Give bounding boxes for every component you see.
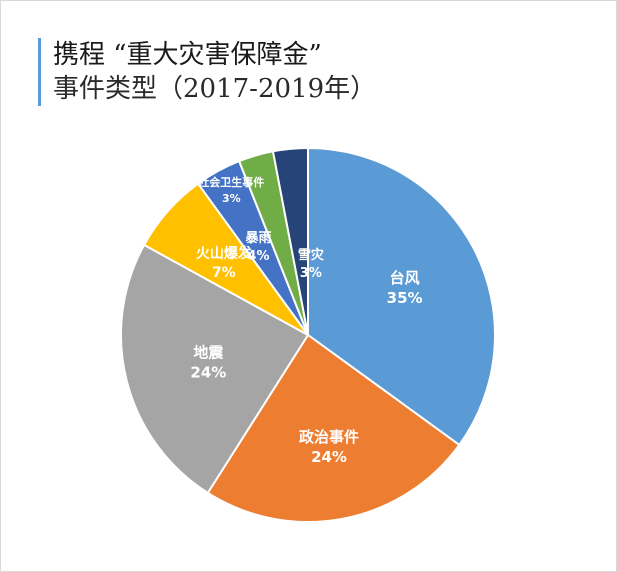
slice-name-label: 台风 [390,269,420,287]
pie-slice [206,333,461,523]
slice-name-label: 社会卫生事件 [197,175,264,189]
chart-title-line2: 事件类型（2017-2019年） [53,74,377,104]
pie-slice [271,146,309,336]
pie-labels: 台风 35% 政治事件 24% 地震 24% 火山爆发 7% 暴雨 4% 社会卫生事件 3% 雪灾 3% [190,175,422,466]
slice-value-label: 4% [247,249,269,264]
slice-value-label: 24% [190,364,226,382]
chart-title-line1: 携程 “重大灾害保障金” [53,40,322,70]
slice-value-label: 24% [311,448,347,466]
slice-value-label: 3% [300,266,322,281]
slice-value-label: 35% [387,289,423,307]
slice-name-label: 政治事件 [299,428,359,446]
slice-name-label: 地震 [193,344,224,362]
slice-value-label: 3% [222,192,241,205]
pie-slices [120,146,496,523]
pie-slice [120,243,310,495]
slice-name-label: 暴雨 [244,231,271,246]
slice-name-label: 雪灾 [298,247,325,263]
slice-name-label: 火山爆发 [196,245,253,262]
pie-slice [307,146,496,447]
chart-title: 携程 “重大灾害保障金” 事件类型（2017-2019年） [38,38,376,106]
slice-value-label: 7% [212,265,236,281]
